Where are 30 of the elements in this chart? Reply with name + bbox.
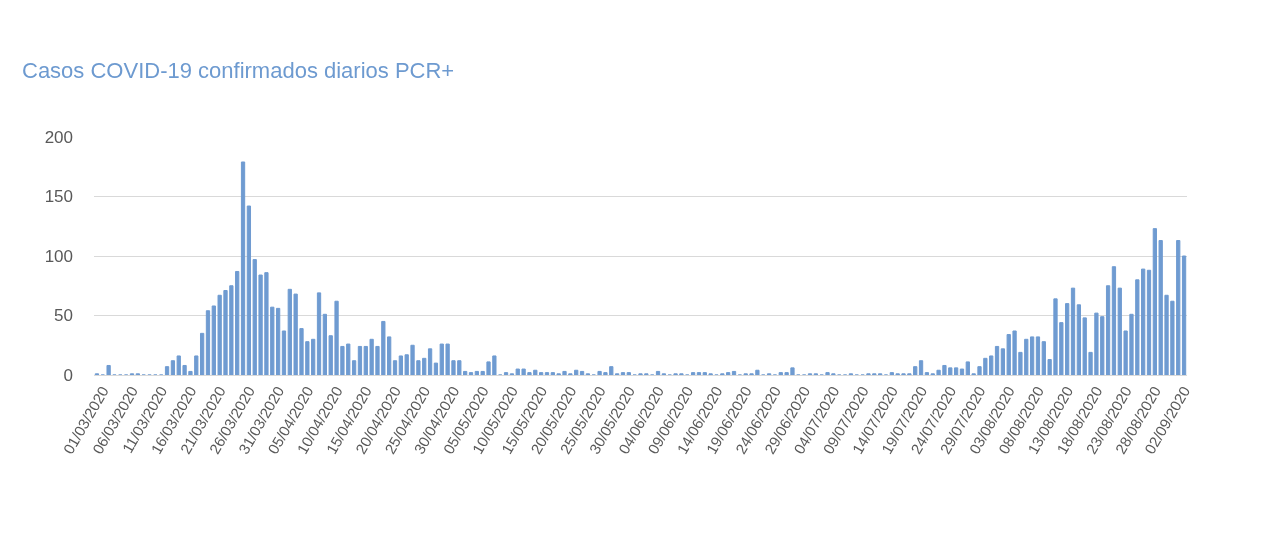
bar [281, 330, 287, 375]
chart-title: Casos COVID-19 confirmados diarios PCR+ [22, 57, 455, 83]
bar [164, 366, 170, 375]
bar [579, 370, 585, 375]
y-tick-label: 150 [44, 187, 73, 207]
bar [690, 372, 696, 375]
bar [205, 310, 211, 375]
bar [392, 360, 398, 375]
bar [316, 292, 322, 375]
bar [544, 372, 550, 375]
bar [1070, 287, 1076, 375]
bar [620, 372, 626, 375]
bar [468, 372, 474, 375]
bar [106, 364, 111, 375]
y-tick-label: 200 [44, 127, 73, 147]
bar [994, 345, 1000, 375]
bar [959, 368, 965, 375]
y-tick-label: 50 [54, 306, 73, 326]
bar [1035, 336, 1041, 375]
bar [626, 372, 631, 375]
bar [1111, 266, 1117, 375]
y-tick-label: 100 [44, 246, 73, 266]
bar [503, 372, 509, 375]
bar [357, 345, 363, 375]
bar [655, 370, 661, 375]
bar [240, 161, 246, 375]
bar [1146, 269, 1152, 375]
y-tick-label: 0 [63, 365, 73, 385]
bar [696, 372, 702, 375]
bar [731, 370, 737, 375]
